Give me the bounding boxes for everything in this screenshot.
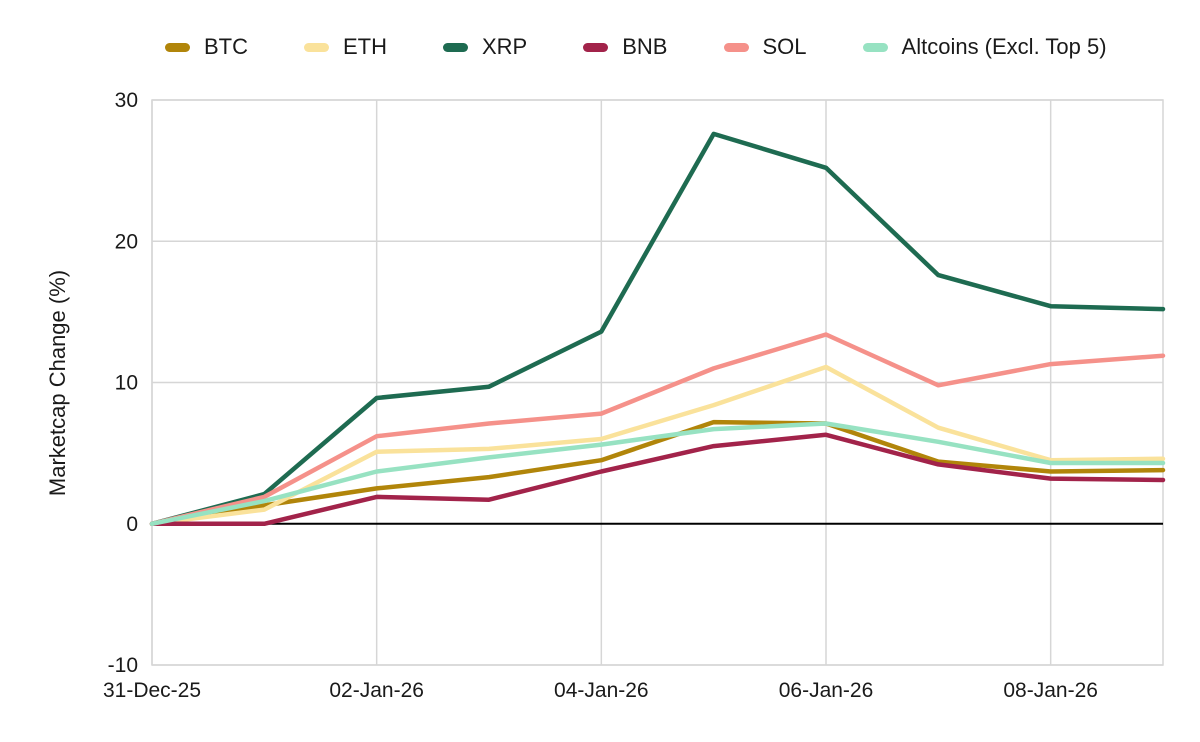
legend-label-xrp: XRP [482, 34, 528, 59]
x-tick-label: 06-Jan-26 [779, 679, 874, 702]
legend-item-btc[interactable]: BTC [165, 34, 248, 60]
series-line-eth [149, 364, 1166, 527]
x-tick-label: 04-Jan-26 [554, 679, 649, 702]
series-line-sol [149, 332, 1166, 527]
y-tick-label: 10 [115, 372, 138, 395]
y-tick-label: 20 [115, 230, 138, 253]
legend-label-eth: ETH [343, 34, 387, 59]
legend-item-bnb[interactable]: BNB [583, 34, 668, 60]
legend-label-altcoins-excl-top-5: Altcoins (Excl. Top 5) [901, 34, 1107, 59]
legend-swatch-bnb [583, 42, 609, 52]
y-tick-label: 0 [126, 513, 138, 536]
series-line-bnb [149, 432, 1166, 527]
legend-item-eth[interactable]: ETH [304, 34, 387, 60]
legend-item-xrp[interactable]: XRP [443, 34, 527, 60]
legend-swatch-sol [723, 42, 749, 52]
x-tick-label: 08-Jan-26 [1003, 679, 1098, 702]
legend-swatch-altcoins-excl-top-5 [862, 42, 888, 52]
legend-swatch-btc [165, 42, 190, 52]
legend: BTC ETH XRP BNB SOL Altcoins (Excl. Top 5) [165, 34, 1107, 60]
legend-swatch-xrp [443, 42, 468, 52]
legend-label-btc: BTC [204, 34, 248, 59]
plot-border [151, 99, 1164, 666]
series-line-xrp [149, 131, 1166, 527]
legend-label-sol: SOL [762, 34, 807, 59]
legend-item-sol[interactable]: SOL [723, 34, 807, 60]
series-line-altcoins-excl-top-5 [149, 421, 1166, 527]
legend-swatch-eth [304, 42, 329, 52]
y-tick-label: -10 [108, 654, 138, 677]
x-tick-label: 31-Dec-25 [103, 679, 201, 702]
y-tick-label: 30 [115, 89, 138, 112]
legend-label-bnb: BNB [622, 34, 668, 59]
series-line-btc [149, 419, 1166, 527]
legend-item-altcoins-excl-top-5[interactable]: Altcoins (Excl. Top 5) [862, 34, 1107, 60]
x-tick-label: 02-Jan-26 [329, 679, 424, 702]
